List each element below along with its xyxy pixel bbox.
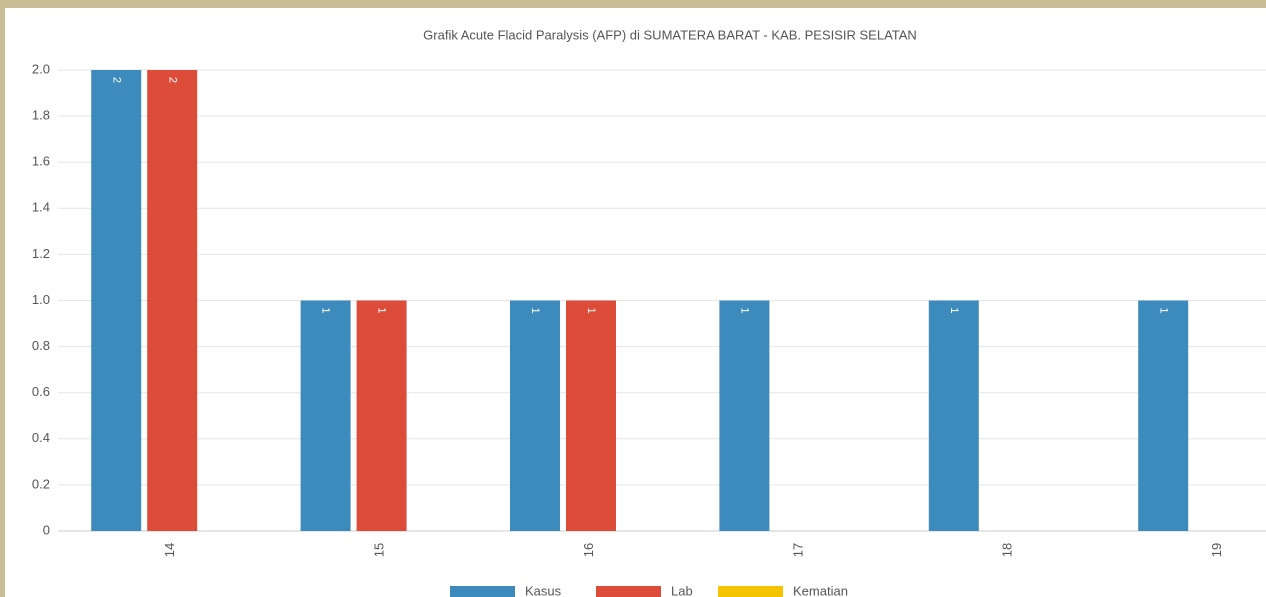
bar: [356, 300, 407, 531]
y-tick-label: 1.4: [32, 200, 50, 215]
bar: [147, 70, 198, 531]
legend-swatch: [596, 586, 661, 597]
x-tick-label: 15: [372, 543, 387, 557]
data-label: 1: [738, 307, 750, 313]
y-tick-label: 0.8: [32, 338, 50, 353]
legend-label: Kematian: [793, 583, 848, 597]
data-label: 2: [166, 77, 178, 83]
x-tick-label: 14: [162, 543, 177, 557]
y-tick-label: 0.2: [32, 476, 50, 491]
chart-background: [5, 8, 1266, 597]
y-tick-label: 0.6: [32, 384, 50, 399]
data-label: 1: [529, 307, 541, 313]
x-tick-label: 18: [1000, 543, 1015, 557]
bar: [719, 300, 770, 531]
legend-label: Lab: [671, 583, 693, 597]
y-tick-label: 1.0: [32, 292, 50, 307]
bar: [566, 300, 616, 531]
data-label: 1: [948, 307, 960, 313]
x-tick-label: 16: [581, 543, 596, 557]
data-label: 1: [376, 307, 388, 313]
x-tick-label: 19: [1209, 543, 1224, 557]
y-tick-label: 1.6: [32, 154, 50, 169]
y-tick-label: 1.8: [32, 108, 50, 123]
bar: [300, 300, 351, 531]
data-label: 1: [320, 307, 332, 313]
bar: [1138, 300, 1189, 531]
legend-label: Kasus: [525, 583, 562, 597]
y-tick-label: 1.2: [32, 246, 50, 261]
data-label: 2: [110, 77, 122, 83]
bar: [510, 300, 560, 531]
y-tick-label: 0.4: [32, 430, 50, 445]
x-tick-label: 17: [790, 543, 805, 557]
y-tick-label: 2.0: [32, 61, 50, 76]
legend-swatch: [718, 586, 783, 597]
data-label: 1: [1157, 307, 1169, 313]
bar: [91, 70, 142, 531]
y-tick-label: 0: [43, 522, 50, 537]
data-label: 1: [585, 307, 597, 313]
legend-swatch: [450, 586, 515, 597]
bar: [928, 300, 979, 531]
chart-title: Grafik Acute Flacid Paralysis (AFP) di S…: [423, 27, 917, 42]
